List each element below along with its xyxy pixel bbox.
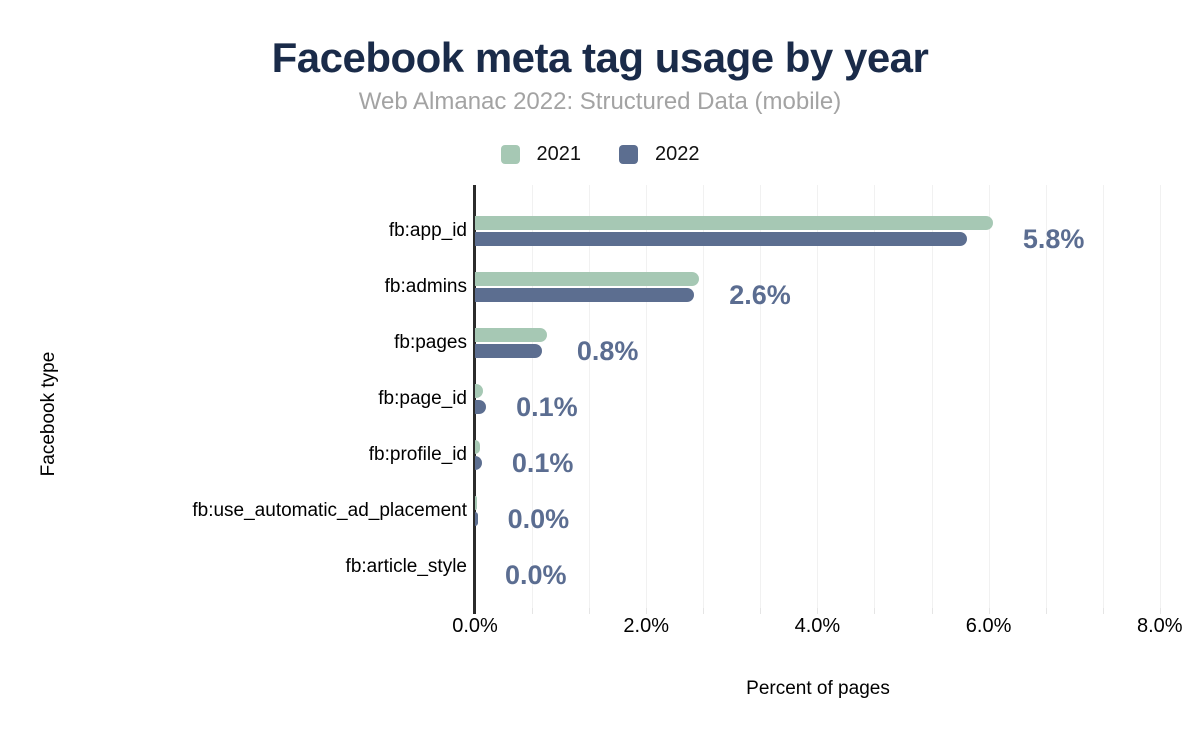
value-label: 0.1% [511, 448, 574, 478]
axis-tick [817, 608, 819, 614]
chart-title: Facebook meta tag usage by year [271, 34, 929, 81]
bar-2021-fb:app_id [475, 216, 993, 230]
axis-tick [988, 608, 990, 614]
axis-tick [874, 608, 876, 614]
gridline [931, 185, 933, 608]
category-label: fb:profile_id [368, 444, 467, 465]
gridline [1102, 185, 1104, 608]
bar-2021-fb:use_automatic_ad_placement [475, 496, 477, 510]
legend-item-2022: 2022 [619, 143, 700, 166]
axis-tick [1102, 608, 1104, 614]
axis-tick [760, 608, 762, 614]
category-label: fb:use_automatic_ad_placement [192, 500, 467, 521]
bar-2022-fb:use_automatic_ad_placement [475, 512, 478, 526]
legend-swatch-icon [619, 144, 638, 164]
gridline [532, 185, 534, 608]
axis-tick [1045, 608, 1047, 614]
legend-swatch-icon [500, 144, 520, 164]
value-label: 0.0% [507, 504, 570, 534]
gridline [817, 185, 819, 608]
gridline [1045, 185, 1047, 608]
legend-label: 2022 [655, 142, 700, 165]
bar-2022-fb:admins [475, 288, 695, 302]
legend-label: 2021 [536, 142, 582, 165]
value-label: 0.1% [516, 392, 578, 422]
bar-2022-fb:pages [475, 344, 542, 358]
gridline [760, 185, 762, 608]
bar-2022-fb:app_id [475, 232, 968, 246]
y-axis-line [473, 185, 476, 614]
gridline [1159, 185, 1161, 608]
bar-2021-fb:page_id [475, 384, 483, 398]
axis-tick [646, 608, 648, 614]
gridline [646, 185, 648, 608]
gridline [703, 185, 705, 608]
axis-tick [703, 608, 705, 614]
axis-tick [589, 608, 591, 614]
x-tick-label: 8.0% [1137, 615, 1183, 637]
bar-2022-fb:profile_id [475, 456, 482, 470]
value-label: 2.6% [729, 280, 791, 310]
axis-tick [532, 608, 534, 614]
bar-2021-fb:profile_id [475, 440, 481, 454]
value-label: 0.0% [505, 560, 567, 590]
category-label: fb:page_id [378, 388, 467, 409]
x-tick-label: 2.0% [623, 615, 669, 637]
gridline [589, 185, 591, 608]
category-label: fb:app_id [388, 220, 467, 241]
legend-item-2021: 2021 [500, 142, 582, 166]
category-label: fb:article_style [345, 556, 467, 577]
x-tick-label: 0.0% [452, 615, 498, 637]
chart-subtitle: Web Almanac 2022: Structured Data (mobil… [358, 88, 842, 115]
y-axis-title: Facebook type [38, 351, 59, 477]
value-label: 5.8% [1022, 224, 1085, 254]
bar-2021-fb:pages [475, 328, 547, 342]
x-tick-label: 6.0% [965, 615, 1012, 637]
bar-2021-fb:admins [475, 272, 700, 286]
category-label: fb:pages [394, 332, 467, 353]
axis-tick [1159, 608, 1161, 614]
x-axis-title: Percent of pages [746, 678, 890, 699]
gridline [874, 185, 876, 608]
x-tick-label: 4.0% [794, 615, 841, 637]
axis-tick [931, 608, 933, 614]
bar-2022-fb:page_id [475, 400, 487, 414]
category-label: fb:admins [384, 276, 467, 297]
legend: 2021 2022 [0, 142, 1200, 166]
gridline [988, 185, 990, 608]
value-label: 0.8% [576, 336, 639, 366]
